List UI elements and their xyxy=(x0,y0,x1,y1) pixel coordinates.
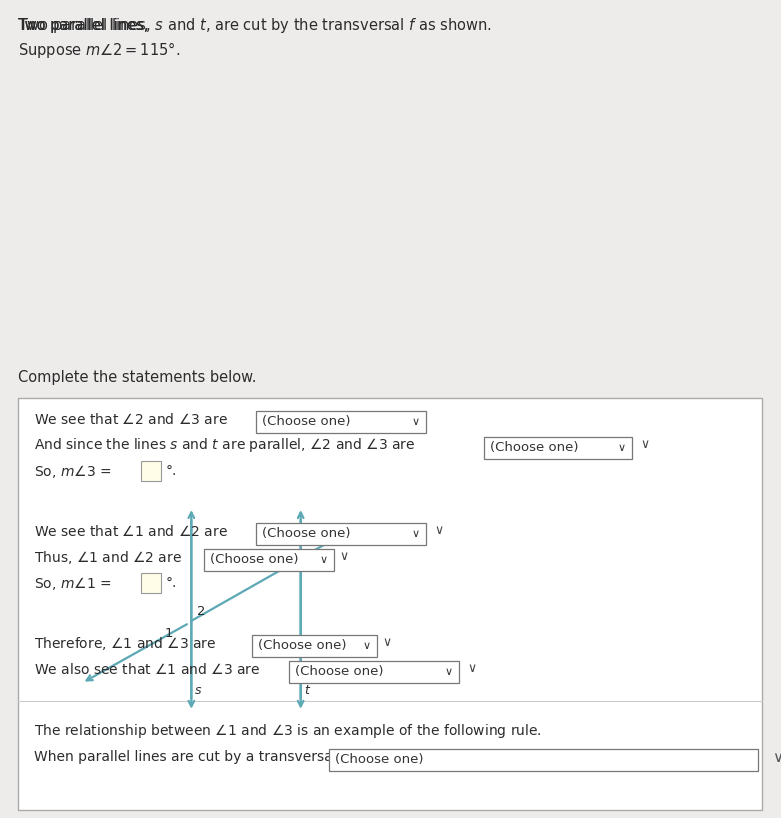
Text: $s$: $s$ xyxy=(194,684,202,697)
FancyBboxPatch shape xyxy=(18,398,762,810)
FancyBboxPatch shape xyxy=(289,661,459,683)
Text: 1: 1 xyxy=(165,627,173,640)
FancyBboxPatch shape xyxy=(256,411,426,433)
Text: ∨: ∨ xyxy=(363,641,371,651)
Text: So, $m\angle$1 =: So, $m\angle$1 = xyxy=(34,574,113,591)
FancyBboxPatch shape xyxy=(252,635,377,657)
Text: Complete the statements below.: Complete the statements below. xyxy=(18,370,256,385)
Text: ∨: ∨ xyxy=(640,438,649,452)
Text: Two parallel lines,: Two parallel lines, xyxy=(18,18,153,33)
Text: ∨: ∨ xyxy=(772,749,781,765)
FancyBboxPatch shape xyxy=(141,573,161,593)
Text: When parallel lines are cut by a transversal,: When parallel lines are cut by a transve… xyxy=(34,750,341,764)
Text: ∨: ∨ xyxy=(434,524,443,537)
FancyBboxPatch shape xyxy=(484,437,632,459)
FancyBboxPatch shape xyxy=(329,749,758,771)
Text: 2: 2 xyxy=(198,605,206,618)
Text: °.: °. xyxy=(166,464,177,478)
Text: And since the lines $s$ and $t$ are parallel, $\angle$2 and $\angle$3 are: And since the lines $s$ and $t$ are para… xyxy=(34,436,415,454)
Text: 3: 3 xyxy=(305,562,314,575)
Text: ∨: ∨ xyxy=(412,417,420,427)
FancyBboxPatch shape xyxy=(141,461,161,481)
FancyBboxPatch shape xyxy=(204,549,334,571)
Text: ∨: ∨ xyxy=(339,551,348,564)
Text: (Choose one): (Choose one) xyxy=(262,416,351,429)
Text: ∨: ∨ xyxy=(445,667,453,677)
Text: ∨: ∨ xyxy=(320,555,328,565)
Text: (Choose one): (Choose one) xyxy=(335,753,423,766)
Text: (Choose one): (Choose one) xyxy=(258,640,347,653)
Text: (Choose one): (Choose one) xyxy=(295,666,383,678)
Text: Two parallel lines, $s$ and $t$, are cut by the transversal $f$ as shown.: Two parallel lines, $s$ and $t$, are cut… xyxy=(18,16,492,35)
Text: We see that $\angle$2 and $\angle$3 are: We see that $\angle$2 and $\angle$3 are xyxy=(34,411,228,426)
Text: Therefore, $\angle$1 and $\angle$3 are: Therefore, $\angle$1 and $\angle$3 are xyxy=(34,635,216,651)
Text: We also see that $\angle$1 and $\angle$3 are: We also see that $\angle$1 and $\angle$3… xyxy=(34,662,260,676)
Text: The relationship between $\angle$1 and $\angle$3 is an example of the following : The relationship between $\angle$1 and $… xyxy=(34,722,542,740)
Text: ∨: ∨ xyxy=(412,529,420,539)
FancyBboxPatch shape xyxy=(256,523,426,545)
Text: ∨: ∨ xyxy=(618,443,626,453)
Text: (Choose one): (Choose one) xyxy=(490,442,579,455)
Text: Thus, $\angle$1 and $\angle$2 are: Thus, $\angle$1 and $\angle$2 are xyxy=(34,549,182,565)
Text: ∨: ∨ xyxy=(467,663,476,676)
Text: (Choose one): (Choose one) xyxy=(262,528,351,541)
Text: ∨: ∨ xyxy=(382,636,391,649)
Text: (Choose one): (Choose one) xyxy=(210,554,298,567)
Text: Two parallel lines,: Two parallel lines, xyxy=(18,18,153,33)
Text: We see that $\angle$1 and $\angle$2 are: We see that $\angle$1 and $\angle$2 are xyxy=(34,524,228,538)
Text: $t$: $t$ xyxy=(304,684,311,697)
Text: $f$: $f$ xyxy=(359,529,368,544)
Text: Suppose $m\angle 2 = 115°$.: Suppose $m\angle 2 = 115°$. xyxy=(18,40,180,60)
Text: So, $m\angle$3 =: So, $m\angle$3 = xyxy=(34,462,113,479)
Text: °.: °. xyxy=(166,576,177,590)
